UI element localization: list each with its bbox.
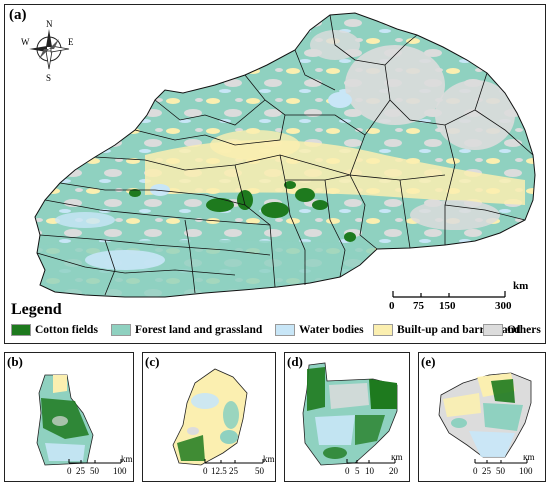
legend-swatch-forest xyxy=(111,324,131,336)
scalebar-e-tick-0: 0 xyxy=(473,466,478,476)
main-scalebar-unit: km xyxy=(513,280,528,292)
panel-label-a: (a) xyxy=(9,7,27,23)
panel-label-d: (d) xyxy=(287,354,303,369)
scalebar-b-tick-3: 100 xyxy=(113,466,127,476)
scalebar-d-tick-3: 20 xyxy=(389,466,399,476)
scalebar-c-tick-0: 0 xyxy=(203,466,208,476)
legend-swatch-cotton xyxy=(11,324,31,336)
main-scalebar: km 0 75 150 300 xyxy=(389,280,528,312)
panel-label-c: (c) xyxy=(145,354,160,369)
scalebar-e: km 0 25 50 100 xyxy=(473,455,535,476)
scalebar-d-unit: km xyxy=(391,455,403,462)
legend-title: Legend xyxy=(11,301,62,318)
inset-map-b xyxy=(36,374,94,466)
scalebar-d: km 0 5 10 20 xyxy=(345,455,403,476)
scalebar-b-tick-0: 0 xyxy=(67,466,72,476)
legend-item-cotton: Cotton fields xyxy=(11,323,98,337)
main-scalebar-tick-1: 75 xyxy=(413,300,425,312)
scalebar-c-tick-3: 50 xyxy=(255,466,265,476)
legend-label-water: Water bodies xyxy=(299,324,364,336)
scalebar-c-unit: km xyxy=(263,455,275,464)
compass-n: N xyxy=(46,19,53,29)
compass-s: S xyxy=(46,73,51,83)
panel-label-e: (e) xyxy=(421,354,436,369)
scalebar-e-tick-2: 50 xyxy=(496,466,506,476)
scalebar-d-tick-0: 0 xyxy=(345,466,350,476)
study-area-map xyxy=(34,12,536,298)
legend-label-cotton: Cotton fields xyxy=(35,324,98,336)
scalebar-b-unit: km xyxy=(121,455,133,464)
legend-label-others: Others xyxy=(507,324,541,336)
legend-swatch-others xyxy=(483,324,503,336)
north-arrow-icon: N S E W xyxy=(21,19,74,83)
scalebar-e-unit: km xyxy=(523,455,535,462)
compass-w: W xyxy=(21,37,30,47)
main-scalebar-tick-0: 0 xyxy=(389,300,395,312)
scalebar-e-tick-1: 25 xyxy=(482,466,492,476)
scalebar-d-tick-1: 5 xyxy=(355,466,360,476)
panel-label-b: (b) xyxy=(7,354,23,369)
main-scalebar-tick-2: 150 xyxy=(439,300,456,312)
scalebar-e-tick-3: 100 xyxy=(519,466,533,476)
scalebar-c-tick-2: 25 xyxy=(229,466,239,476)
inset-map-d xyxy=(302,362,398,466)
scalebar-d-tick-2: 10 xyxy=(365,466,375,476)
compass-e: E xyxy=(68,37,74,47)
inset-map-c xyxy=(172,368,248,466)
main-map-panel: (a) N S E W xyxy=(4,4,546,344)
legend-item-water: Water bodies xyxy=(275,323,364,337)
inset-map-e xyxy=(438,372,532,458)
inset-panel-c: (c) km 0 12.5 25 50 xyxy=(142,352,276,482)
scalebar-c-tick-1: 12.5 xyxy=(211,466,227,476)
inset-panel-b: (b) km 0 25 50 100 xyxy=(4,352,134,482)
legend-label-forest: Forest land and grassland xyxy=(135,324,263,336)
inset-panel-e: (e) km 0 25 50 100 xyxy=(418,352,546,482)
main-scalebar-tick-3: 300 xyxy=(495,300,512,312)
legend-item-forest: Forest land and grassland xyxy=(111,323,262,337)
scalebar-b-tick-1: 25 xyxy=(76,466,86,476)
legend-swatch-water xyxy=(275,324,295,336)
scalebar-b-tick-2: 50 xyxy=(90,466,100,476)
scalebar-c: km 0 12.5 25 50 xyxy=(203,455,275,476)
scalebar-b: km 0 25 50 100 xyxy=(67,455,133,476)
legend-swatch-builtup xyxy=(373,324,393,336)
inset-panel-d: (d) km 0 5 10 20 xyxy=(284,352,410,482)
legend-item-others: Others xyxy=(483,323,541,337)
